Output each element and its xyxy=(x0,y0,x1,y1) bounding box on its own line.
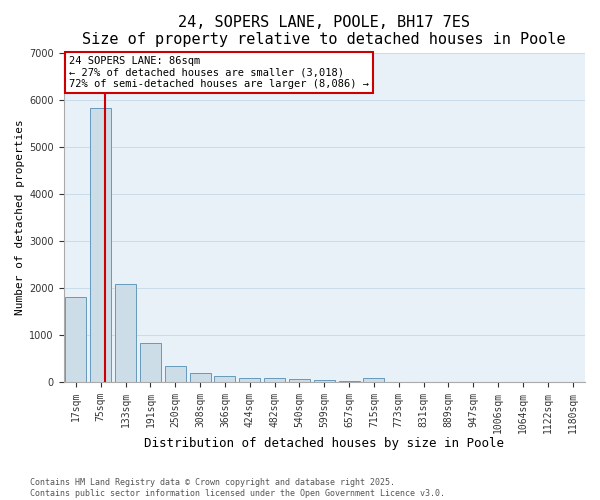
Bar xyxy=(190,372,211,382)
Bar xyxy=(140,344,161,382)
Text: Contains HM Land Registry data © Crown copyright and database right 2025.
Contai: Contains HM Land Registry data © Crown c… xyxy=(30,478,445,498)
Bar xyxy=(314,380,335,382)
Text: 24 SOPERS LANE: 86sqm
← 27% of detached houses are smaller (3,018)
72% of semi-d: 24 SOPERS LANE: 86sqm ← 27% of detached … xyxy=(69,56,369,89)
Bar xyxy=(264,378,285,382)
Bar xyxy=(165,366,186,382)
Y-axis label: Number of detached properties: Number of detached properties xyxy=(15,120,25,315)
Bar xyxy=(214,376,235,382)
Bar xyxy=(364,378,385,382)
Bar xyxy=(115,284,136,382)
Bar xyxy=(338,381,359,382)
Bar xyxy=(90,108,112,382)
Bar xyxy=(239,378,260,382)
Bar xyxy=(65,298,86,382)
X-axis label: Distribution of detached houses by size in Poole: Distribution of detached houses by size … xyxy=(144,437,504,450)
Title: 24, SOPERS LANE, POOLE, BH17 7ES
Size of property relative to detached houses in: 24, SOPERS LANE, POOLE, BH17 7ES Size of… xyxy=(82,15,566,48)
Bar xyxy=(289,380,310,382)
